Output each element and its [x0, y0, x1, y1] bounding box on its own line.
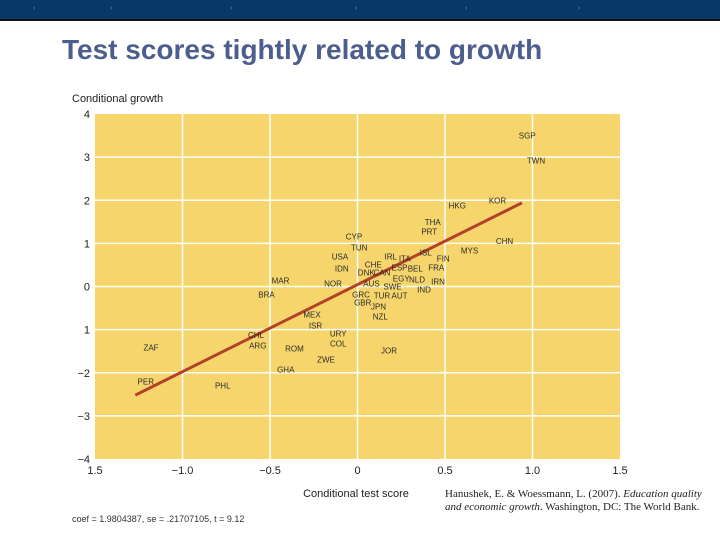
data-point-label: TUN — [351, 244, 368, 253]
y-tick-label: 4 — [84, 109, 90, 121]
data-point-label: AUS — [363, 279, 379, 288]
data-point-label: BEL — [408, 264, 424, 273]
data-point-label: NLD — [409, 276, 425, 285]
data-point-label: PER — [138, 377, 155, 386]
data-point-label: ESP — [391, 264, 407, 273]
citation-title: Education quality and economic growth — [445, 488, 702, 513]
data-point-label: KOR — [489, 197, 507, 206]
data-point-label: ROM — [285, 345, 304, 354]
data-point-label: PRT — [421, 228, 437, 237]
data-point-label: JOR — [381, 346, 397, 355]
nav-marker-icon: › — [355, 5, 358, 12]
data-point-label: ZAF — [143, 343, 158, 352]
data-point-label: GHA — [277, 365, 295, 374]
data-point-label: ISR — [309, 321, 323, 330]
y-tick-label: 2 — [84, 195, 90, 207]
data-point-label: BRA — [258, 291, 275, 300]
citation: Hanushek, E. & Woessmann, L. (2007). Edu… — [445, 488, 710, 514]
gridlines — [95, 114, 620, 459]
data-point-label: SGP — [519, 132, 536, 141]
regression-line — [134, 201, 523, 397]
data-point-label: IDN — [335, 264, 349, 273]
x-tick-label: 1.5 — [612, 465, 627, 477]
x-tick-label: 1.0 — [525, 465, 540, 477]
y-tick-label: −3 — [77, 411, 90, 423]
data-point-label: FIN — [437, 254, 450, 263]
nav-marker-icon: › — [33, 5, 36, 12]
data-point-label: HKG — [449, 201, 466, 210]
data-point-label: CHE — [365, 261, 382, 270]
y-tick-label: 0 — [84, 282, 90, 294]
data-point-label: CHN — [496, 237, 514, 246]
data-point-label: AUT — [392, 292, 408, 301]
slide-header-bar: › › › › › › — [0, 0, 720, 21]
data-point-label: ARG — [249, 342, 266, 351]
nav-marker-icon: › — [465, 5, 468, 12]
data-point-label: MAR — [272, 276, 290, 285]
data-point-label: FRA — [428, 264, 445, 273]
data-point-label: JPN — [371, 302, 386, 311]
data-point-label: SWE — [383, 283, 401, 292]
x-tick-labels: 1.5 −1.0 −0.5 0 0.5 1.0 1.5 — [87, 465, 627, 477]
data-point-label: GBR — [354, 298, 372, 307]
data-point-label: MEX — [303, 311, 321, 320]
y-tick-labels: 4 3 2 1 0 1 −2 −3 −4 — [77, 109, 90, 466]
regression-stats: coef = 1.9804387, se = .21707105, t = 9.… — [72, 514, 244, 524]
data-point-label: CAN — [374, 269, 391, 278]
data-point-label: ISL — [420, 248, 433, 257]
data-point-label: TUR — [374, 292, 391, 301]
data-point-label: CHL — [248, 331, 265, 340]
x-tick-label: −0.5 — [259, 465, 281, 477]
data-point-label: IRL — [385, 253, 398, 262]
data-point-label: MYS — [461, 247, 478, 256]
data-point-label: GRC — [352, 291, 370, 300]
data-point-label: THA — [425, 218, 442, 227]
data-point-label: EGY — [393, 274, 411, 283]
data-point-label: DNK — [358, 269, 376, 278]
slide-title: Test scores tightly related to growth — [62, 34, 543, 65]
data-point-label: USA — [332, 253, 349, 262]
data-point-label: URY — [330, 330, 347, 339]
x-axis-label: Conditional test score — [303, 488, 409, 500]
y-tick-label: 3 — [84, 152, 90, 164]
x-tick-label: 1.5 — [87, 465, 102, 477]
data-point-label: PHL — [215, 381, 231, 390]
y-tick-label: −2 — [77, 368, 90, 380]
citation-authors: Hanushek, E. & Woessmann, L. (2007). — [445, 488, 624, 500]
nav-marker-icon: › — [578, 5, 581, 12]
y-tick-label: 1 — [84, 238, 90, 250]
nav-marker-icon: › — [110, 5, 113, 12]
data-point-label: COL — [330, 339, 347, 348]
data-point-label: IND — [417, 286, 431, 295]
data-point-label: IRN — [431, 277, 445, 286]
y-tick-label: 1 — [84, 325, 90, 337]
data-point-label: ZWE — [317, 355, 335, 364]
data-point-label: ITA — [399, 254, 412, 263]
x-tick-label: 0.5 — [437, 465, 452, 477]
x-tick-label: 0 — [354, 465, 360, 477]
citation-publisher: . Washington, DC: The World Bank. — [539, 501, 700, 513]
nav-marker-icon: › — [230, 5, 233, 12]
x-tick-label: −1.0 — [172, 465, 194, 477]
y-axis-label: Conditional growth — [72, 93, 163, 105]
data-point-label: NZL — [373, 312, 389, 321]
data-point-label: NOR — [324, 279, 342, 288]
data-point-label: CYP — [346, 232, 362, 241]
y-tick-label: −4 — [77, 454, 90, 466]
data-point-label: TWN — [527, 157, 545, 166]
